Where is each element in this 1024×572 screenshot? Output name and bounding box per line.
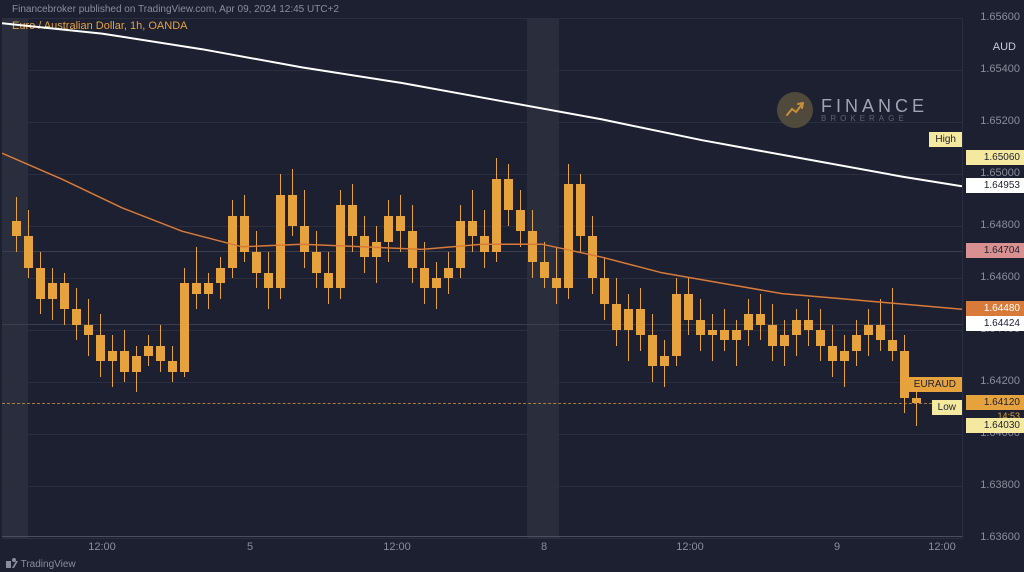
y-tick: 1.65000 — [980, 167, 1020, 179]
logo-icon — [777, 92, 813, 128]
finance-brokerage-logo: FINANCE BROKERAGE — [777, 92, 928, 128]
x-tick: 8 — [541, 541, 547, 553]
y-tick: 1.65400 — [980, 63, 1020, 75]
price-tag: High — [929, 132, 962, 147]
logo-text-main: FINANCE — [821, 97, 928, 115]
y-tick: 1.65200 — [980, 115, 1020, 127]
price-label: 1.64704 — [966, 243, 1024, 258]
y-tick: 1.64800 — [980, 219, 1020, 231]
logo-text-sub: BROKERAGE — [821, 115, 928, 123]
currency-label: AUD — [989, 40, 1020, 54]
x-tick: 9 — [834, 541, 840, 553]
x-tick: 12:00 — [383, 541, 411, 553]
x-tick: 12:00 — [676, 541, 704, 553]
price-tag: EURAUD — [908, 377, 962, 392]
y-tick: 1.63600 — [980, 531, 1020, 543]
price-axis[interactable]: AUD 1.656001.654001.652001.650001.648001… — [962, 18, 1024, 538]
price-label: 1.64120 — [966, 395, 1024, 410]
price-label: 1.65060 — [966, 150, 1024, 165]
x-tick: 5 — [247, 541, 253, 553]
price-label: 1.64030 — [966, 418, 1024, 433]
y-tick: 1.63800 — [980, 479, 1020, 491]
y-tick: 1.64200 — [980, 375, 1020, 387]
price-tag: Low — [932, 400, 962, 415]
publish-info: Financebroker published on TradingView.c… — [12, 4, 339, 15]
time-axis[interactable]: 12:00 5 12:00 8 12:00 9 12:00 — [2, 536, 962, 556]
tradingview-attribution: TradingView — [6, 558, 76, 570]
y-tick: 1.65600 — [980, 11, 1020, 23]
x-tick: 12:00 — [88, 541, 116, 553]
price-label: 1.64480 — [966, 301, 1024, 316]
y-tick: 1.64600 — [980, 271, 1020, 283]
price-label: 1.64953 — [966, 178, 1024, 193]
x-tick: 12:00 — [928, 541, 956, 553]
price-label: 1.64424 — [966, 316, 1024, 331]
